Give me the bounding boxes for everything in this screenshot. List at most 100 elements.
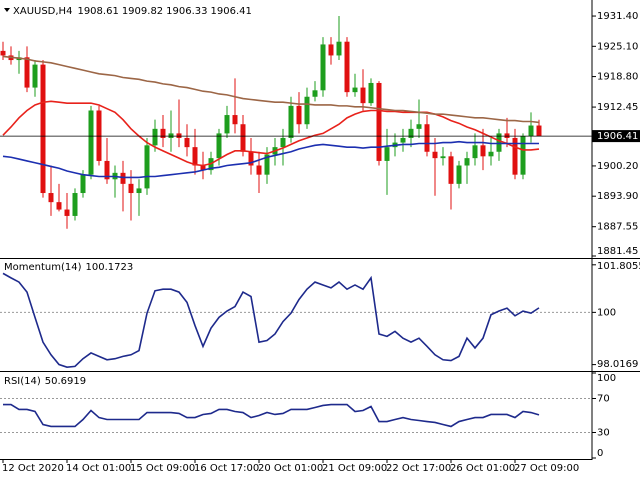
candle-body	[368, 82, 374, 104]
x-tick-label: 27 Oct 09:00	[514, 463, 579, 474]
candle-body	[480, 145, 486, 157]
last-price-box	[592, 130, 640, 143]
y-tick-label: 70	[597, 394, 610, 405]
y-tick-label: 0	[597, 448, 603, 459]
candle-body	[168, 133, 174, 138]
candle-body	[88, 110, 94, 175]
header-close: 1906.41	[211, 6, 252, 17]
x-tick-label: 16 Oct 17:00	[194, 463, 259, 474]
momentum-header: Momentum(14) 100.1723	[4, 262, 133, 273]
candle-body	[0, 50, 6, 56]
candle-body	[384, 147, 390, 161]
candle-body	[80, 174, 86, 194]
y-tick-label: 1918.80	[597, 72, 638, 83]
candle-body	[248, 151, 254, 166]
candle-body	[520, 136, 526, 175]
candle-body	[216, 133, 222, 159]
candle-body	[72, 193, 78, 216]
candle-body	[536, 125, 542, 137]
candle-body	[304, 96, 310, 125]
moving-average	[2, 100, 540, 167]
y-tick-label: 100	[597, 373, 616, 384]
candle-body	[200, 165, 206, 171]
candle-body	[360, 87, 366, 104]
candle-body	[408, 128, 414, 138]
candle-body	[232, 115, 238, 125]
candle-body	[512, 137, 518, 175]
candle-body	[32, 64, 38, 88]
candle-body	[288, 105, 294, 138]
candle-body	[152, 128, 158, 146]
header-low: 1906.33	[166, 6, 207, 17]
candle-body	[424, 124, 430, 152]
moving-average	[2, 55, 540, 124]
y-tick-label: 1881.45	[597, 246, 638, 257]
x-tick-label: 21 Oct 09:00	[322, 463, 387, 474]
header-high: 1909.82	[122, 6, 163, 17]
candle-body	[128, 183, 134, 194]
candle-body	[48, 193, 54, 203]
y-tick-label: 1931.40	[597, 11, 638, 22]
header-open: 1908.61	[77, 6, 118, 17]
y-tick-label: 98.0169	[597, 359, 638, 370]
candle-body	[376, 82, 382, 161]
y-tick-label: 30	[597, 428, 610, 439]
candle-body	[496, 133, 502, 152]
last-price-label: 1906.41	[597, 131, 638, 142]
rsi-header: RSI(14) 50.6919	[4, 376, 86, 387]
candle-body	[448, 156, 454, 184]
candle-body	[176, 133, 182, 138]
candle-body	[432, 151, 438, 159]
candle-body	[312, 90, 318, 97]
y-tick-label: 1925.10	[597, 41, 638, 52]
candle-body	[56, 202, 62, 210]
candle-body	[456, 165, 462, 184]
candle-body	[192, 147, 198, 166]
y-tick-label: 101.8055	[597, 261, 640, 272]
chart-header: XAUUSD,H4 1908.61 1909.82 1906.33 1906.41	[13, 6, 252, 17]
indicator-title: RSI(14)	[4, 376, 41, 387]
symbol: XAUUSD,H4	[13, 6, 72, 17]
indicator-line	[3, 403, 540, 428]
moving-average	[2, 140, 539, 179]
x-tick-label: 12 Oct 2020	[2, 463, 64, 474]
candle-body	[224, 115, 230, 134]
candle-body	[280, 137, 286, 148]
candle-body	[336, 41, 342, 56]
candle-body	[120, 172, 126, 184]
menu-arrow[interactable]	[4, 8, 10, 12]
candle-body	[184, 137, 190, 148]
x-tick-label: 20 Oct 01:00	[258, 463, 323, 474]
candle-body	[320, 44, 326, 91]
indicator-title: Momentum(14)	[4, 262, 82, 273]
candle-body	[488, 151, 494, 157]
y-tick-label: 1893.90	[597, 191, 638, 202]
x-tick-label: 22 Oct 17:00	[386, 463, 451, 474]
candle-body	[328, 44, 334, 56]
candle-body	[504, 133, 510, 138]
candle-body	[136, 188, 142, 194]
candle-body	[440, 156, 446, 159]
indicator-value: 50.6919	[45, 376, 86, 387]
candle-body	[240, 124, 246, 152]
y-tick-label: 1912.45	[597, 102, 638, 113]
x-tick-label: 26 Oct 01:00	[450, 463, 515, 474]
y-tick-label: 100	[597, 307, 616, 318]
x-tick-label: 14 Oct 01:00	[66, 463, 131, 474]
candle-body	[464, 158, 470, 166]
candle-body	[416, 124, 422, 129]
candle-body	[472, 145, 478, 159]
y-tick-label: 1900.20	[597, 161, 638, 172]
candle-body	[352, 87, 358, 93]
candle-body	[160, 128, 166, 138]
candle-body	[24, 57, 30, 88]
candle-body	[256, 165, 262, 175]
candle-body	[296, 105, 302, 125]
candle-body	[528, 125, 534, 137]
candle-body	[344, 41, 350, 93]
indicator-line	[2, 272, 540, 368]
candle-body	[144, 145, 150, 189]
candle-body	[400, 137, 406, 143]
